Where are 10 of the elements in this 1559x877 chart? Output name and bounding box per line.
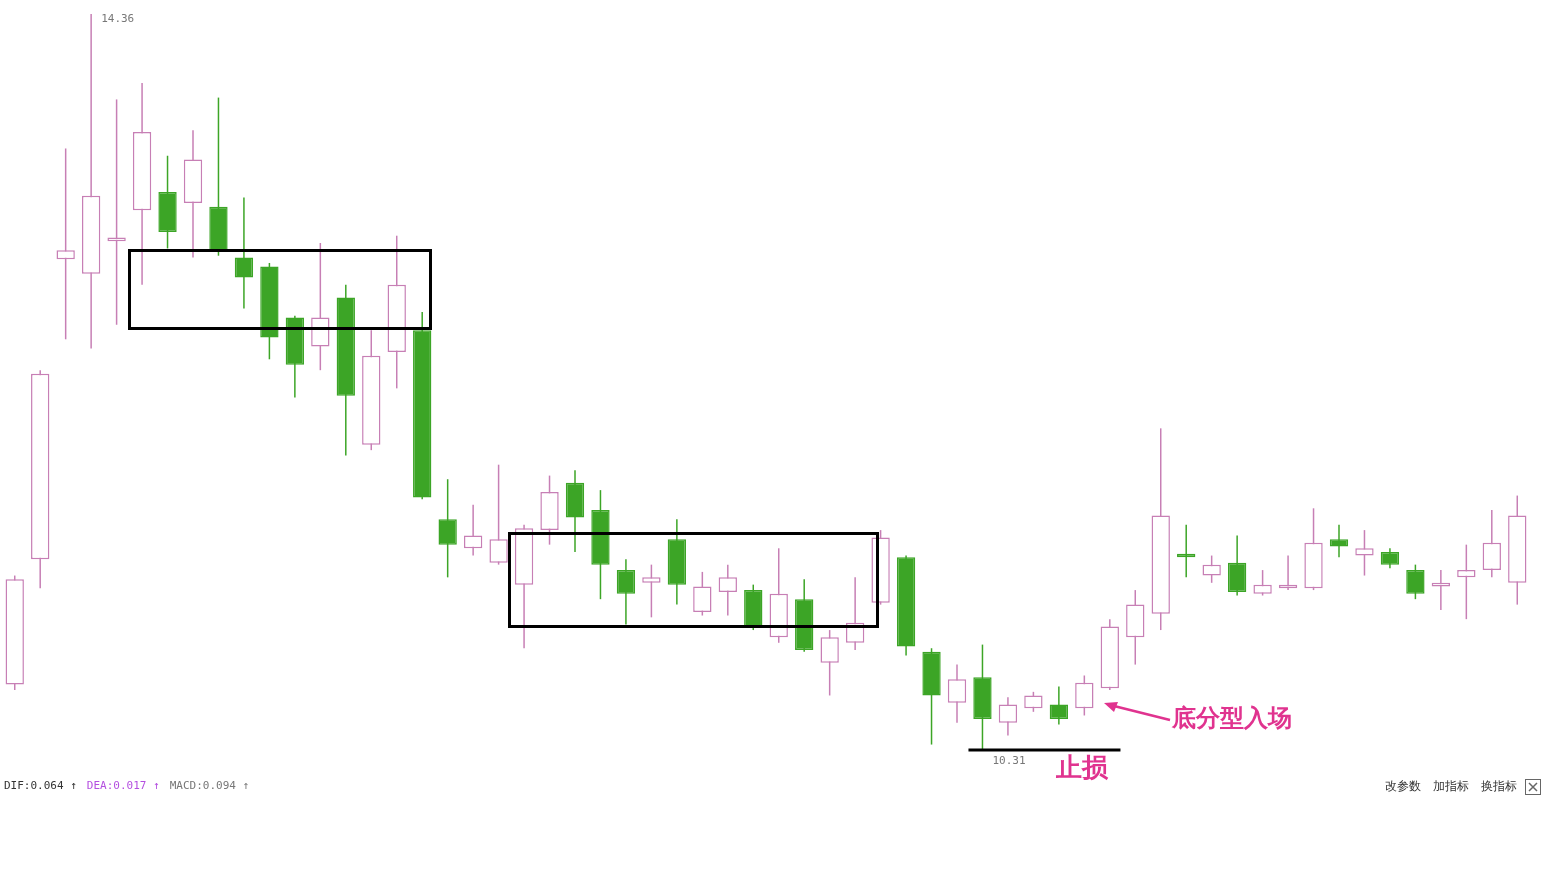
text: 10.31	[992, 753, 1026, 767]
ref-line-label: 止损	[1055, 751, 1110, 782]
text: DIF:0.064 ↑	[4, 779, 77, 792]
text: DEA:0.017 ↑	[86, 779, 160, 792]
annotation: 14.36	[101, 11, 135, 25]
annotation: 底分型入场	[1171, 704, 1292, 733]
text: 换指标	[1481, 778, 1517, 795]
text: 改参数	[1385, 778, 1421, 795]
text: 加指标	[1433, 778, 1469, 795]
text: MACD:0.094 ↑	[169, 779, 250, 792]
